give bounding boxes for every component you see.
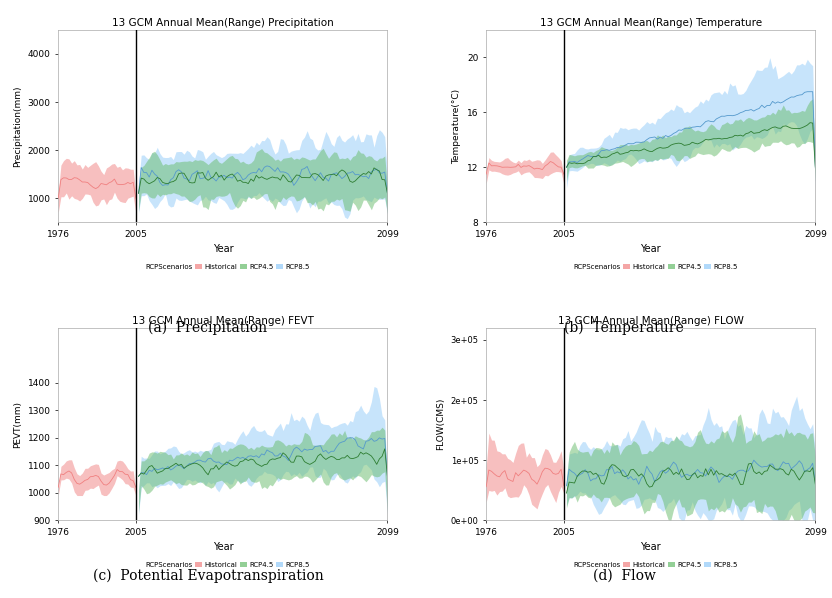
X-axis label: Year: Year [212,542,233,553]
Legend: RCPScenarios, Historical, RCP4.5, RCP8.5: RCPScenarios, Historical, RCP4.5, RCP8.5 [562,559,740,570]
Text: (a)  Precipitation: (a) Precipitation [148,321,268,335]
X-axis label: Year: Year [641,245,661,254]
Title: 13 GCM Annual Mean(Range) Precipitation: 13 GCM Annual Mean(Range) Precipitation [112,18,334,28]
Legend: RCPScenarios, Historical, RCP4.5, RCP8.5: RCPScenarios, Historical, RCP4.5, RCP8.5 [133,261,312,273]
Text: (b)  Temperature: (b) Temperature [564,321,684,335]
X-axis label: Year: Year [641,542,661,553]
Text: (c)  Potential Evapotranspiration: (c) Potential Evapotranspiration [92,569,324,583]
Y-axis label: Temperature(°C): Temperature(°C) [453,89,462,164]
Title: 13 GCM Annual Mean(Range) FEVT: 13 GCM Annual Mean(Range) FEVT [132,316,314,326]
Legend: RCPScenarios, Historical, RCP4.5, RCP8.5: RCPScenarios, Historical, RCP4.5, RCP8.5 [562,261,740,273]
Title: 13 GCM Annual Mean(Range) Temperature: 13 GCM Annual Mean(Range) Temperature [540,18,762,28]
Legend: RCPScenarios, Historical, RCP4.5, RCP8.5: RCPScenarios, Historical, RCP4.5, RCP8.5 [133,559,312,570]
X-axis label: Year: Year [212,245,233,254]
Y-axis label: Precipitation(mm): Precipitation(mm) [13,86,22,167]
Title: 13 GCM Annual Mean(Range) FLOW: 13 GCM Annual Mean(Range) FLOW [557,316,744,326]
Y-axis label: FLOW(CMS): FLOW(CMS) [436,398,445,450]
Y-axis label: PEVT(mm): PEVT(mm) [13,401,22,448]
Text: (d)  Flow: (d) Flow [592,569,656,583]
